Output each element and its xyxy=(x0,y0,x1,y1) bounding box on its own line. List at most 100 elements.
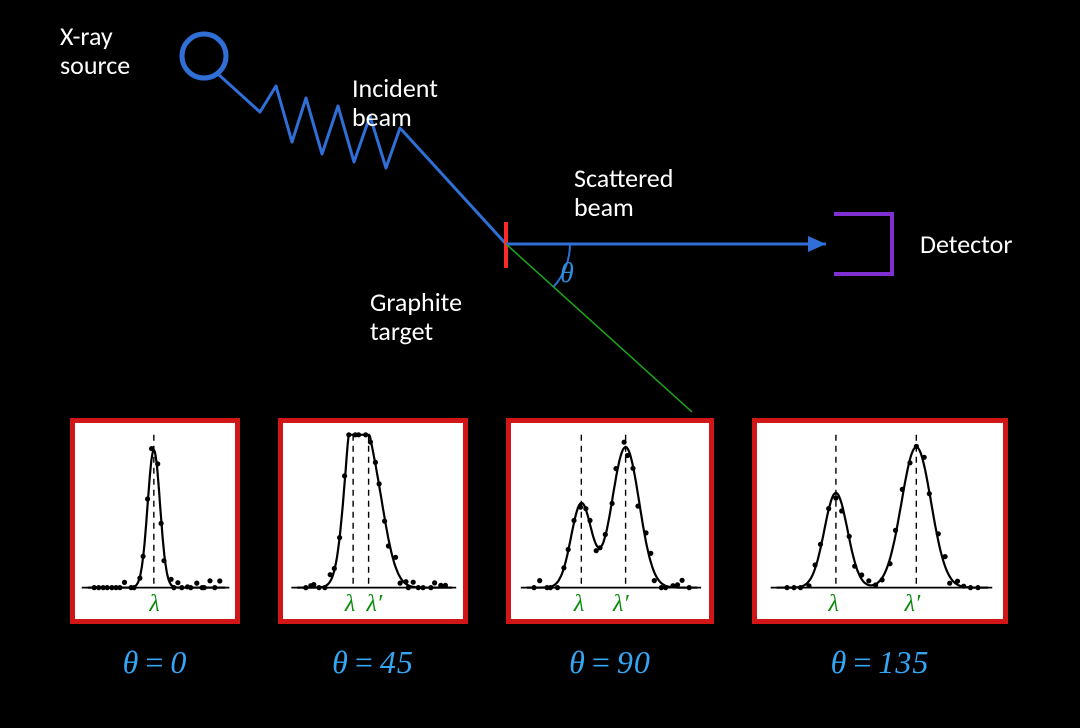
data-point xyxy=(432,580,437,585)
data-point xyxy=(337,535,342,540)
data-point xyxy=(943,554,948,559)
data-point xyxy=(217,578,222,583)
data-point xyxy=(386,543,391,548)
scattered-label: Scattered beam xyxy=(574,164,673,221)
spectrum-panel: λθ=0 xyxy=(70,418,240,681)
data-point xyxy=(955,579,960,584)
data-point xyxy=(587,518,592,523)
incident-label: Incident beam xyxy=(352,74,438,131)
data-point xyxy=(328,572,333,577)
spectrum-plot: λλ′ xyxy=(752,418,1008,624)
data-point xyxy=(548,585,553,590)
data-point xyxy=(159,521,164,526)
data-point xyxy=(179,585,184,590)
data-point xyxy=(818,542,823,547)
data-point xyxy=(561,565,566,570)
data-point xyxy=(866,578,871,583)
data-point xyxy=(893,528,898,533)
data-point xyxy=(806,583,811,588)
data-point xyxy=(900,487,905,492)
data-point xyxy=(635,504,640,509)
data-point xyxy=(610,501,615,506)
spectrum-panels-row: λθ=0λλ′θ=45λλ′θ=90λλ′θ=135 xyxy=(70,418,1030,681)
source-label: X-ray source xyxy=(60,22,130,79)
data-point xyxy=(368,439,373,444)
data-point xyxy=(826,506,831,511)
data-point xyxy=(922,455,927,460)
data-point xyxy=(202,585,207,590)
data-point xyxy=(784,585,789,590)
lambda-label: λ xyxy=(149,591,159,618)
data-point xyxy=(332,566,337,571)
spectrum-panel: λ λ′ θ=90 xyxy=(506,418,714,681)
lambda-label: λ xyxy=(574,591,584,618)
data-point xyxy=(303,585,308,590)
spectrum-svg xyxy=(757,423,1003,619)
spectrum-plot: λλ′ xyxy=(278,418,468,624)
data-point xyxy=(531,585,536,590)
data-point xyxy=(316,585,321,590)
detector-icon xyxy=(834,214,892,274)
data-point xyxy=(907,460,912,465)
data-point xyxy=(571,518,576,523)
data-point xyxy=(813,562,818,567)
data-point xyxy=(798,585,803,590)
data-point xyxy=(377,481,382,486)
data-point xyxy=(968,585,973,590)
panel-caption: θ=90 xyxy=(569,644,651,681)
data-point xyxy=(680,578,685,583)
xray-source-icon xyxy=(182,34,226,78)
data-point xyxy=(625,453,630,458)
data-point xyxy=(105,585,110,590)
data-point xyxy=(443,583,448,588)
data-point xyxy=(914,444,919,449)
data-point xyxy=(406,585,411,590)
data-point xyxy=(622,440,627,445)
data-point xyxy=(438,583,443,588)
data-point xyxy=(603,532,608,537)
data-point xyxy=(188,585,193,590)
data-point xyxy=(322,585,327,590)
lambda-label: λ′ xyxy=(613,591,629,618)
lambda-label: λ′ xyxy=(905,591,921,618)
data-point xyxy=(648,551,653,556)
theta-symbol: θ xyxy=(560,258,574,290)
data-point xyxy=(207,578,212,583)
data-point xyxy=(122,580,127,585)
data-point xyxy=(833,496,838,501)
undeflected-beam-line xyxy=(506,244,692,412)
data-point xyxy=(873,582,878,587)
data-point xyxy=(630,466,635,471)
data-point xyxy=(373,460,378,465)
data-point xyxy=(643,530,648,535)
lambda-label: λ′ xyxy=(367,591,383,618)
data-point xyxy=(169,577,174,582)
data-point xyxy=(149,446,154,451)
spectrum-curve xyxy=(777,447,989,587)
data-point xyxy=(346,432,351,437)
data-point xyxy=(578,505,583,510)
data-point xyxy=(566,547,571,552)
data-point xyxy=(663,585,668,590)
data-point xyxy=(382,519,387,524)
data-point xyxy=(670,583,675,588)
data-point xyxy=(155,461,160,466)
data-point xyxy=(847,534,852,539)
data-point xyxy=(311,582,316,587)
spectrum-plot: λ xyxy=(70,418,240,624)
data-point xyxy=(613,466,618,471)
data-point xyxy=(393,555,398,560)
data-point xyxy=(859,572,864,577)
data-point xyxy=(145,496,150,501)
data-point xyxy=(411,580,416,585)
data-point xyxy=(961,584,966,589)
data-point xyxy=(652,578,657,583)
spectrum-panel: λλ′ θ=45 xyxy=(278,418,468,681)
data-point xyxy=(171,585,176,590)
data-point xyxy=(421,585,426,590)
scattered-beam-arrowhead xyxy=(808,236,826,252)
data-point xyxy=(403,579,408,584)
spectrum-curve xyxy=(297,435,452,588)
data-point xyxy=(363,432,368,437)
panel-caption: θ=45 xyxy=(332,644,414,681)
